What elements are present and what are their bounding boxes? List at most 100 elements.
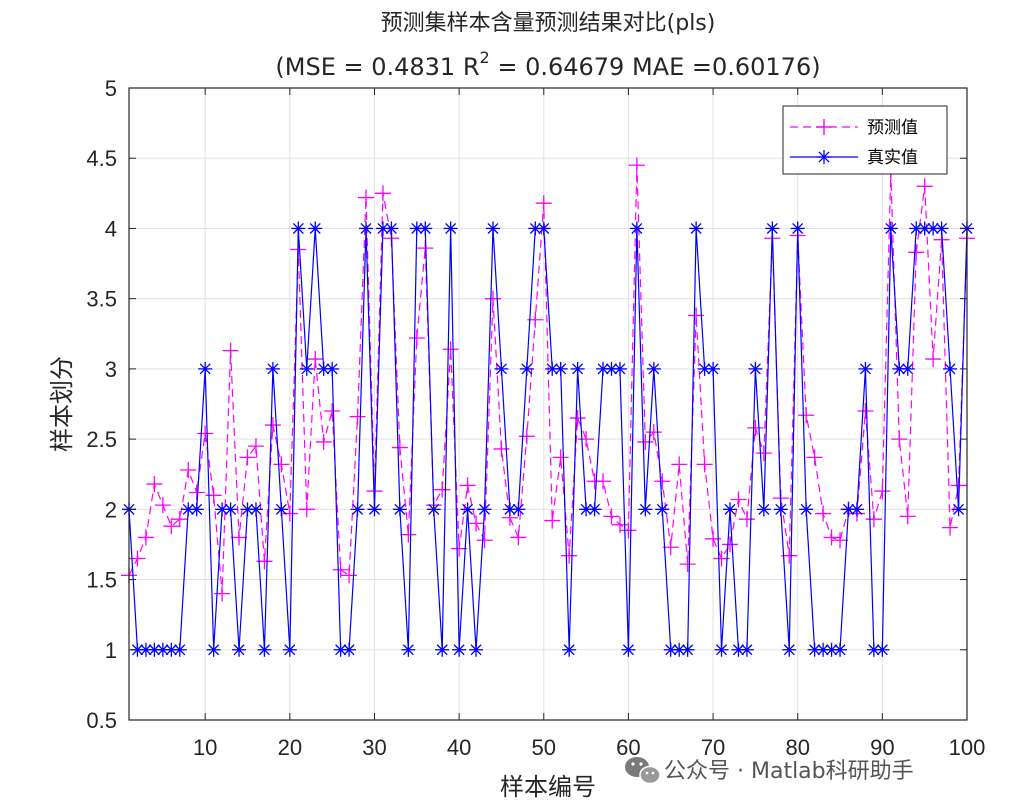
data-point-predicted [180, 462, 197, 479]
legend-entry-predicted: 预测值 [790, 118, 918, 138]
data-point-predicted [874, 483, 891, 500]
data-point-true [849, 502, 864, 517]
data-point-predicted [899, 508, 916, 525]
x-axis-label: 样本编号 [500, 773, 596, 801]
data-point-true [477, 502, 492, 517]
data-point-true [426, 502, 441, 517]
data-point-true [655, 502, 670, 517]
data-point-true [418, 221, 433, 236]
data-point-predicted [281, 505, 298, 522]
data-point-predicted [154, 497, 171, 514]
y-tick-label: 2 [105, 497, 117, 522]
data-point-predicted [374, 185, 391, 202]
data-point-true [367, 502, 382, 517]
legend-marker-true [817, 150, 831, 164]
x-tick-label: 100 [949, 735, 986, 760]
data-point-true [392, 502, 407, 517]
data-point-true [401, 642, 416, 657]
data-point-true [739, 642, 754, 657]
data-point-true [909, 221, 924, 236]
data-point-true [308, 221, 323, 236]
y-tick-label: 3.5 [86, 287, 117, 312]
watermark: 公众号 · Matlab科研助手 [625, 757, 914, 785]
data-point-true [722, 502, 737, 517]
data-point-true [883, 221, 898, 236]
data-point-predicted [307, 351, 324, 368]
data-point-true [629, 221, 644, 236]
data-point-predicted [891, 431, 908, 448]
x-tick-label: 70 [701, 735, 725, 760]
data-point-true [900, 361, 915, 376]
data-point-predicted [662, 539, 679, 556]
data-point-true [299, 361, 314, 376]
y-tick-label: 3 [105, 357, 117, 382]
ticks [129, 87, 968, 721]
data-point-true [714, 642, 729, 657]
x-tick-label: 50 [532, 735, 556, 760]
data-point-true [350, 502, 365, 517]
data-point-predicted [231, 529, 248, 546]
data-point-true [536, 221, 551, 236]
data-point-true [282, 642, 297, 657]
data-point-true [866, 642, 881, 657]
y-tick-labels: 0.5 1 1.5 2 2.5 3 3.5 4 4.5 5 [86, 76, 117, 733]
data-point-predicted [264, 417, 281, 434]
data-point-true [858, 361, 873, 376]
data-point-predicted [603, 508, 620, 525]
data-point-true [460, 502, 475, 517]
data-point-true [934, 221, 949, 236]
data-point-true [189, 502, 204, 517]
data-point-true [799, 502, 814, 517]
data-point-predicted [391, 439, 408, 456]
data-point-true [198, 361, 213, 376]
y-tick-label: 1.5 [86, 568, 117, 593]
data-point-predicted [459, 477, 476, 494]
data-point-predicted [620, 522, 637, 539]
data-point-true [570, 361, 585, 376]
legend-star-shape [817, 150, 831, 164]
data-point-true [164, 642, 179, 657]
x-tick-label: 80 [785, 735, 809, 760]
y-tick-label: 1 [105, 638, 117, 663]
data-point-predicted [332, 561, 349, 578]
data-point-predicted [137, 529, 154, 546]
legend-label-predicted: 预测值 [867, 118, 918, 138]
y-tick-label: 4 [105, 216, 117, 241]
data-point-true [342, 642, 357, 657]
data-point-predicted [163, 518, 180, 535]
chart-title-line2: (MSE = 0.4831 R2 = 0.64679 MAE =0.60176) [275, 48, 820, 81]
data-point-predicted [408, 329, 425, 346]
data-point-true [443, 221, 458, 236]
x-tick-label: 60 [616, 735, 640, 760]
y-tick-label: 0.5 [86, 708, 117, 733]
data-point-predicted [484, 290, 501, 307]
data-point-predicted [451, 540, 468, 557]
data-point-predicted [611, 516, 628, 533]
data-point-predicted [747, 419, 764, 436]
legend-label-true: 真实值 [867, 148, 918, 168]
data-point-true [663, 642, 678, 657]
data-point-predicted [925, 351, 942, 368]
data-point-predicted [721, 536, 738, 553]
data-point-predicted [578, 431, 595, 448]
data-point-predicted [247, 438, 264, 455]
data-point-predicted [671, 456, 688, 473]
data-point-true [833, 642, 848, 657]
data-point-predicted [239, 449, 256, 466]
data-point-true [384, 221, 399, 236]
data-point-predicted [561, 547, 578, 564]
data-point-true [875, 642, 890, 657]
data-point-predicted [341, 567, 358, 584]
data-point-true [782, 642, 797, 657]
chart-title-line2-part2: = 0.64679 MAE =0.60176) [490, 53, 821, 81]
data-point-true [748, 361, 763, 376]
data-point-predicted [510, 529, 527, 546]
plot-area [129, 88, 967, 720]
data-point-true [553, 361, 568, 376]
data-point-true [587, 502, 602, 517]
y-tick-label: 2.5 [86, 427, 117, 452]
data-point-predicted [916, 178, 933, 195]
data-point-true [706, 361, 721, 376]
data-point-predicted [942, 519, 959, 536]
